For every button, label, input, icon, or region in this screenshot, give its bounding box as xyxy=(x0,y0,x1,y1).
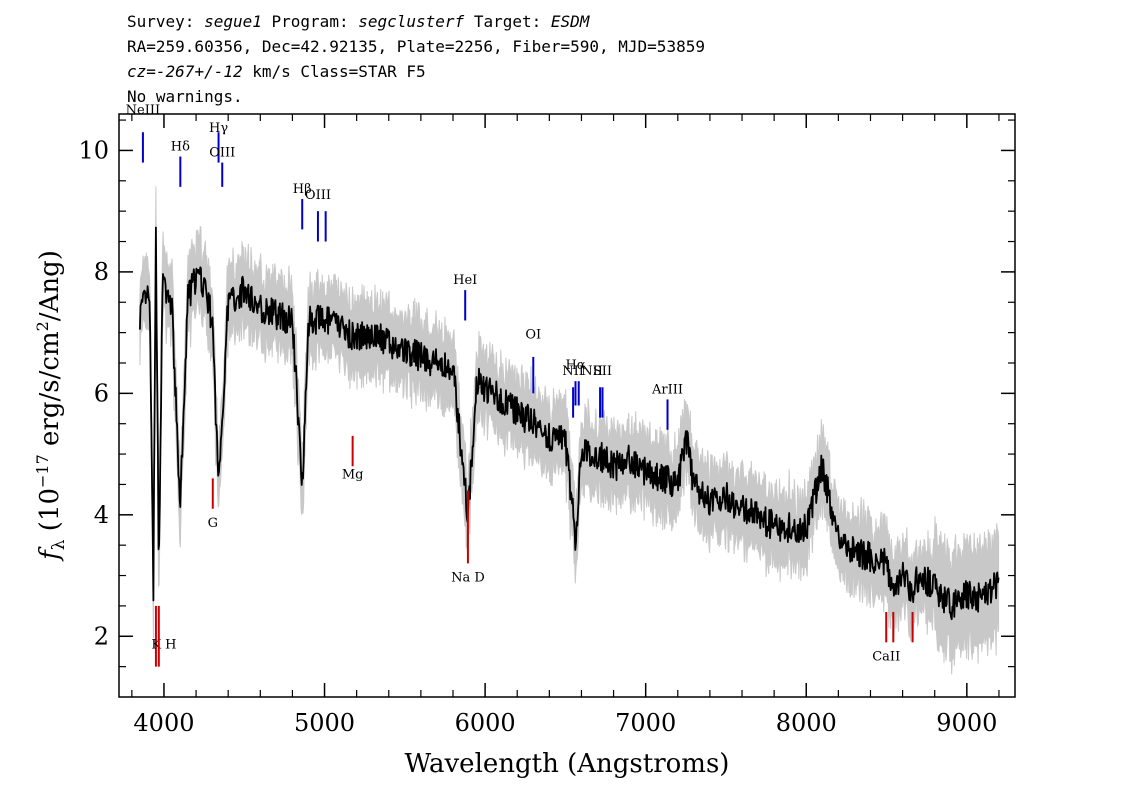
emission-line-label: Hα xyxy=(565,358,585,373)
y-tick-label: 8 xyxy=(94,258,109,286)
y-tick-label: 6 xyxy=(94,379,109,407)
error-band-area xyxy=(139,186,1000,675)
emission-line-label: NII xyxy=(562,364,584,379)
header-line-1: Survey: segue1 Program: segclusterf Targ… xyxy=(127,12,589,32)
target-value: ESDM xyxy=(550,12,590,31)
spectral-line-markers: NeIIIHδHγOIIIHβOIIIHeIOINIIHαNIISIIArIII… xyxy=(126,103,914,667)
emission-line-label: OIII xyxy=(305,188,331,203)
header-line-3: cz=-267+/-12 km/s Class=STAR F5 xyxy=(127,62,426,82)
class-text: km/s Class=STAR F5 xyxy=(242,62,426,81)
absorption-line-label: K H xyxy=(151,637,176,652)
emission-line-label: OIII xyxy=(209,146,235,161)
emission-line-label: SII xyxy=(593,364,612,379)
emission-line-label: NeIII xyxy=(126,103,160,118)
program-label: Program: xyxy=(271,12,349,31)
x-axis-title: Wavelength (Angstroms) xyxy=(405,749,730,779)
survey-value: segue1 xyxy=(204,12,262,31)
x-tick-label: 9000 xyxy=(936,709,997,737)
flux-series xyxy=(139,226,1000,621)
absorption-line-label: Mg xyxy=(342,467,364,482)
header-line-2: RA=259.60356, Dec=42.92135, Plate=2256, … xyxy=(127,37,705,56)
cz-label: cz= xyxy=(127,62,156,81)
y-axis-title: fλ (10−17 erg/s/cm2/Ang) xyxy=(33,250,69,562)
cz-value: -267+/-12 xyxy=(155,62,243,81)
flux-line xyxy=(139,226,1000,621)
y-tick-label: 2 xyxy=(94,622,109,650)
axis-ticks: 4000 5000 6000 7000 8000 9000 2 4 6 8 10 xyxy=(78,114,1015,737)
x-tick-label: 5000 xyxy=(294,709,355,737)
emission-line-label: Hγ xyxy=(209,121,228,136)
x-tick-label: 8000 xyxy=(776,709,837,737)
x-tick-label: 4000 xyxy=(133,709,194,737)
absorption-line-label: CaII xyxy=(872,650,900,665)
emission-line-label: HeI xyxy=(453,273,477,288)
x-tick-label: 6000 xyxy=(455,709,516,737)
absorption-line-label: G xyxy=(208,516,218,531)
survey-label: Survey: xyxy=(127,12,195,31)
emission-line-label: NII xyxy=(581,364,603,379)
absorption-line-label: Na D xyxy=(451,571,485,586)
emission-line-label: Hβ xyxy=(293,182,312,197)
emission-line-label: ArIII xyxy=(651,382,683,397)
program-value: segclusterf xyxy=(358,12,465,31)
plot-frame xyxy=(118,113,1016,698)
header-line-4: No warnings. xyxy=(127,87,243,106)
emission-line-label: OI xyxy=(525,328,541,343)
y-tick-label: 4 xyxy=(94,501,109,529)
error-band xyxy=(139,186,1000,675)
x-tick-label: 7000 xyxy=(615,709,676,737)
emission-line-label: Hδ xyxy=(171,139,190,154)
y-tick-label: 10 xyxy=(78,136,109,164)
target-label: Target: xyxy=(473,12,542,31)
